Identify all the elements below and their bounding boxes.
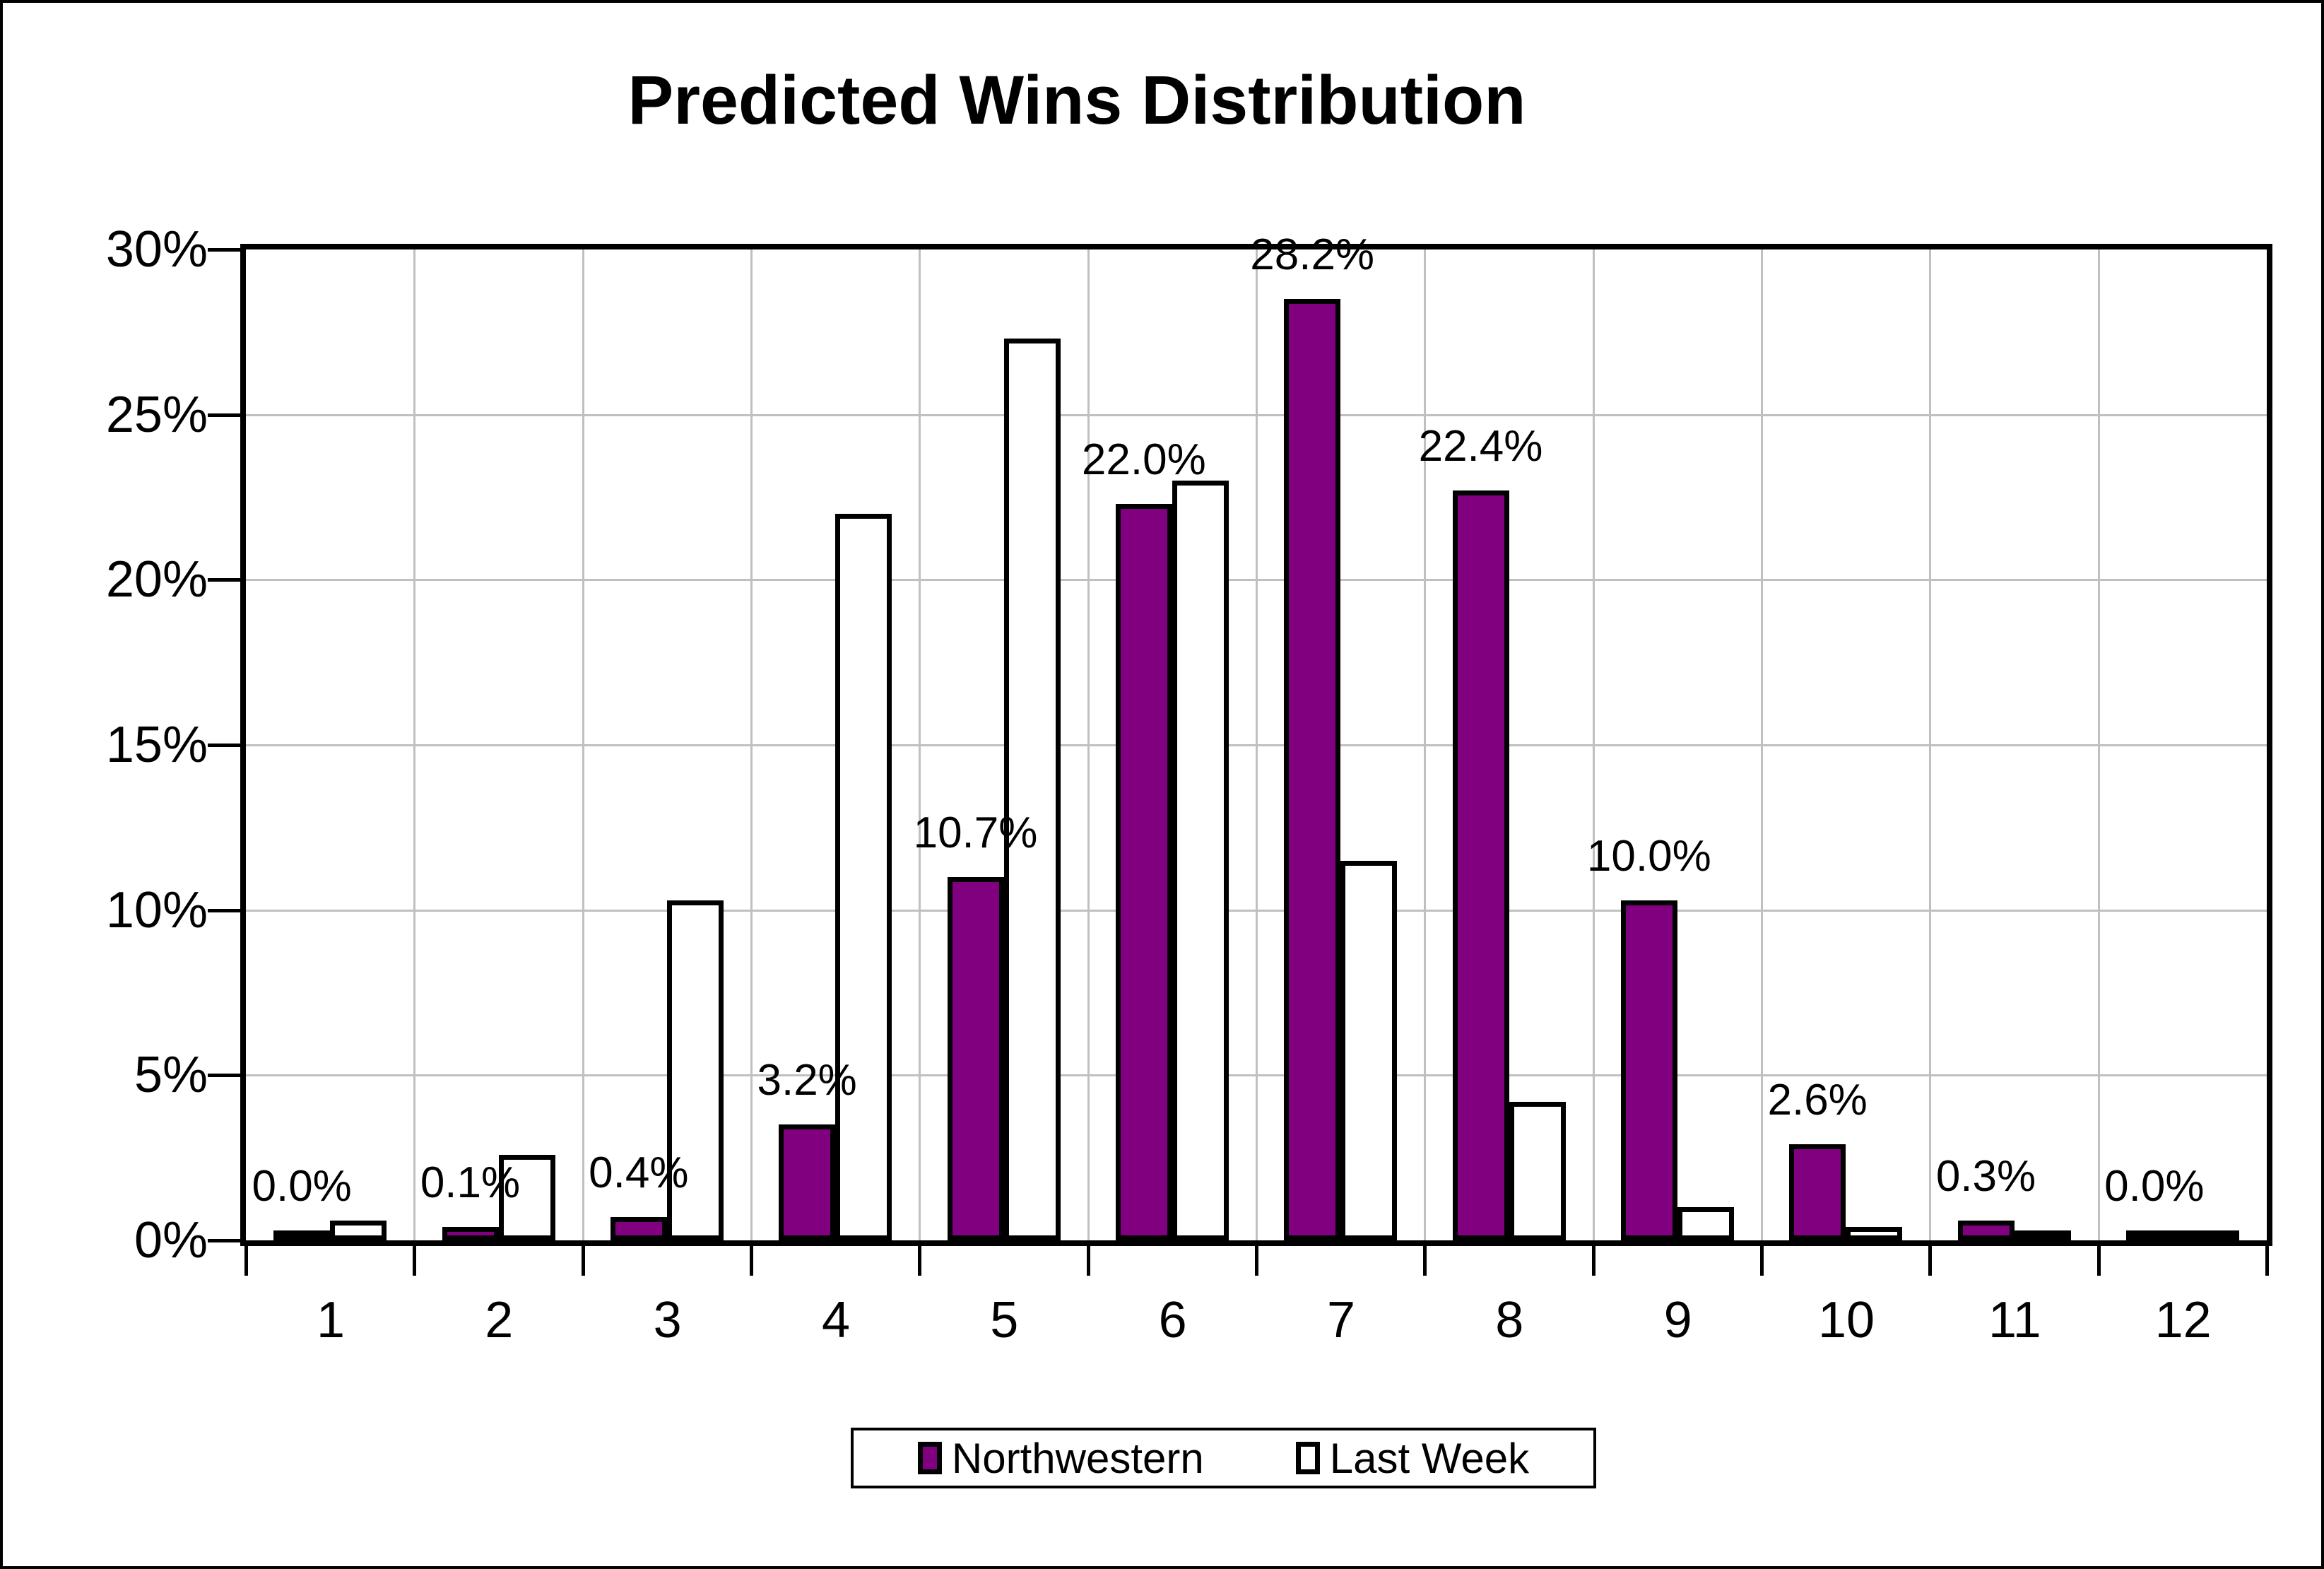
legend-label-northwestern: Northwestern	[951, 1434, 1204, 1482]
x-axis-tick	[1255, 1246, 1258, 1276]
bar-lastweek	[1172, 481, 1229, 1240]
gridline-vertical	[1256, 249, 1258, 1240]
x-axis-label: 5	[990, 1292, 1019, 1348]
gridline-vertical	[1087, 249, 1090, 1240]
gridline-vertical	[582, 249, 584, 1240]
gridline-vertical	[1761, 249, 1763, 1240]
bar-lastweek	[2014, 1230, 2071, 1240]
legend-label-lastweek: Last Week	[1329, 1434, 1530, 1482]
y-axis-tick-label: 0%	[134, 1212, 208, 1269]
legend: Northwestern Last Week	[851, 1428, 1596, 1488]
bar-northwestern	[1957, 1220, 2015, 1240]
bar-northwestern	[442, 1227, 499, 1240]
gridline-vertical	[413, 249, 416, 1240]
bar-data-label: 0.0%	[2104, 1162, 2205, 1211]
y-axis-tick-label: 15%	[105, 717, 208, 773]
x-axis-label: 4	[821, 1292, 851, 1348]
bar-lastweek	[2182, 1230, 2239, 1240]
bar-lastweek	[835, 513, 892, 1240]
bar-data-label: 22.4%	[1418, 422, 1543, 471]
x-axis-label: 12	[2154, 1292, 2212, 1348]
gridline-vertical	[1929, 249, 1932, 1240]
gridline-vertical	[1592, 249, 1595, 1240]
gridline-vertical	[919, 249, 921, 1240]
x-axis-label: 9	[1663, 1292, 1692, 1348]
x-axis-label: 2	[485, 1292, 514, 1348]
gridline-vertical	[1424, 249, 1427, 1240]
bar-northwestern	[1284, 299, 1341, 1240]
bar-data-label: 3.2%	[757, 1056, 857, 1105]
y-axis-tick-label: 5%	[134, 1047, 208, 1104]
bar-data-label: 0.4%	[589, 1148, 689, 1198]
bar-lastweek	[1340, 860, 1398, 1240]
x-axis-tick	[1760, 1246, 1764, 1276]
bar-data-label: 2.6%	[1767, 1076, 1868, 1125]
y-axis-tick-label: 25%	[105, 386, 208, 443]
x-axis-tick	[750, 1246, 753, 1276]
x-axis-tick	[1591, 1246, 1595, 1276]
bar-lastweek	[1677, 1207, 1734, 1240]
bar-data-label: 0.1%	[420, 1158, 521, 1208]
y-axis-tick	[208, 744, 246, 747]
y-axis-tick-label: 10%	[105, 881, 208, 939]
bar-data-label: 0.0%	[252, 1162, 352, 1211]
bar-northwestern	[1620, 900, 1677, 1240]
bar-lastweek	[498, 1154, 555, 1240]
x-axis-label: 8	[1495, 1292, 1524, 1348]
x-axis-label: 10	[1817, 1292, 1875, 1348]
lastweek-swatch-icon	[1295, 1442, 1320, 1474]
x-axis-label: 6	[1158, 1292, 1187, 1348]
y-axis-tick	[208, 413, 246, 417]
bar-data-label: 0.3%	[1935, 1151, 2036, 1201]
y-axis-tick	[208, 248, 246, 252]
x-axis-tick	[1086, 1246, 1090, 1276]
bar-data-label: 28.2%	[1250, 230, 1375, 280]
x-axis-tick	[1423, 1246, 1427, 1276]
y-axis-tick	[208, 1239, 246, 1242]
bar-northwestern	[273, 1230, 331, 1240]
bar-data-label: 22.0%	[1081, 435, 1206, 484]
bar-data-label: 10.7%	[913, 808, 1038, 857]
x-axis-label: 1	[316, 1292, 346, 1348]
x-axis-tick	[2265, 1246, 2269, 1276]
bar-lastweek	[330, 1220, 387, 1240]
bar-lastweek	[1509, 1101, 1566, 1240]
x-axis-tick	[244, 1246, 248, 1276]
bar-lastweek	[1003, 339, 1061, 1240]
bar-data-label: 10.0%	[1586, 831, 1711, 881]
bar-northwestern	[1789, 1144, 1846, 1240]
legend-entry-northwestern: Northwestern	[917, 1434, 1204, 1483]
x-axis-tick	[581, 1246, 585, 1276]
x-axis-tick	[918, 1246, 922, 1276]
bar-northwestern	[1452, 490, 1509, 1240]
bar-northwestern	[779, 1124, 836, 1240]
bar-northwestern	[2125, 1230, 2183, 1240]
bar-lastweek	[1846, 1227, 1903, 1240]
x-axis-tick	[1928, 1246, 1933, 1276]
gridline-vertical	[750, 249, 753, 1240]
x-axis-tick	[413, 1246, 417, 1276]
y-axis-tick	[208, 1074, 246, 1078]
gridline-vertical	[2097, 249, 2100, 1240]
x-axis-label: 3	[653, 1292, 682, 1348]
y-axis-tick-label: 20%	[105, 551, 208, 609]
y-axis-tick	[208, 578, 246, 582]
legend-entry-lastweek: Last Week	[1295, 1434, 1530, 1483]
bar-northwestern	[1115, 503, 1172, 1240]
bar-northwestern	[947, 876, 1004, 1240]
x-axis-label: 7	[1326, 1292, 1356, 1348]
y-axis-tick-label: 30%	[105, 221, 208, 278]
y-axis-tick	[208, 908, 246, 912]
bar-lastweek	[666, 900, 724, 1240]
x-axis-label: 11	[1988, 1292, 2041, 1348]
northwestern-swatch-icon	[917, 1442, 942, 1474]
chart-title: Predicted Wins Distribution	[627, 61, 1526, 139]
x-axis-tick	[2096, 1246, 2101, 1276]
bar-northwestern	[610, 1217, 667, 1240]
